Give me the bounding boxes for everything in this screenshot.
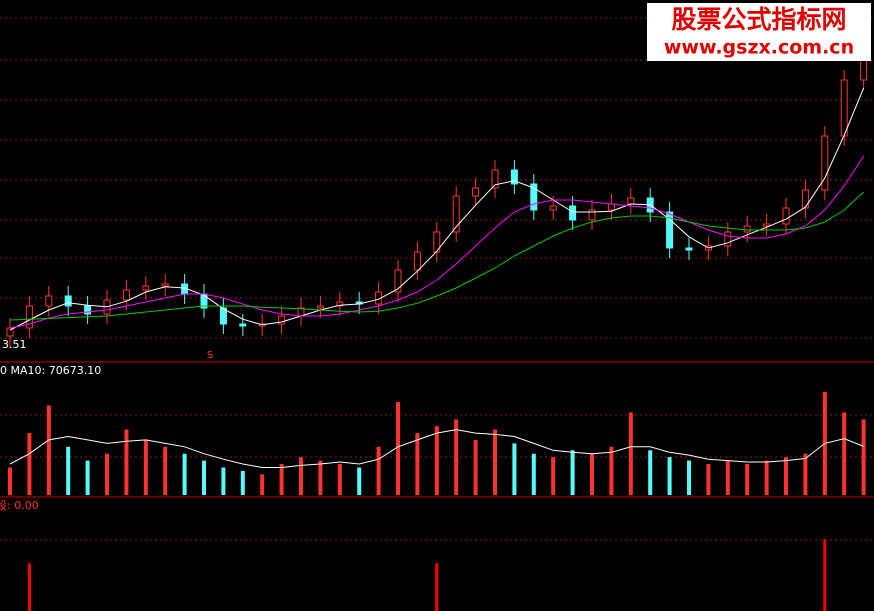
sell-marker: S	[207, 350, 213, 361]
volume-bar	[434, 426, 439, 495]
candle-body	[782, 207, 790, 225]
volume-bar	[725, 460, 730, 495]
candle-body	[840, 79, 848, 137]
volume-bar	[105, 453, 109, 495]
candle-body	[685, 247, 693, 251]
candle-body	[549, 205, 557, 211]
volume-bar	[745, 464, 750, 495]
candle-body	[588, 209, 596, 221]
candle-body	[278, 315, 286, 325]
volume-bar	[803, 453, 808, 495]
volume-bar	[570, 450, 575, 495]
volume-bar	[124, 429, 129, 495]
ma-line	[9, 429, 864, 468]
volume-bar	[415, 433, 420, 495]
candle-body	[569, 205, 577, 221]
volume-bar	[609, 446, 614, 495]
volume-bar	[687, 460, 691, 495]
candle-body	[607, 203, 615, 211]
volume-bar	[8, 467, 12, 495]
volume-bar	[279, 464, 284, 495]
candle-body	[64, 295, 72, 307]
volume-bar	[337, 464, 342, 495]
ma-line	[9, 87, 865, 331]
volume-bar	[706, 464, 711, 495]
volume-bar	[531, 453, 536, 495]
watermark-box	[647, 3, 871, 61]
volume-ma-label: 0 MA10: 70673.10	[0, 364, 101, 377]
candle-body	[530, 183, 538, 211]
volume-bar	[221, 467, 226, 495]
candle-body	[433, 231, 441, 253]
volume-bar	[318, 460, 323, 495]
volume-bar	[764, 460, 769, 495]
candle-body	[724, 231, 732, 247]
volume-bar	[667, 457, 672, 495]
candle-body	[801, 189, 809, 209]
candle-body	[472, 187, 480, 197]
signal-label: 股: 0.00	[0, 499, 39, 512]
signal-bar	[435, 563, 439, 611]
volume-bar	[240, 470, 245, 495]
watermark: 股票公式指标网 www.gszx.com.cn	[647, 3, 871, 61]
signal-bar	[27, 563, 31, 611]
volume-bar	[163, 446, 168, 495]
candle-body	[510, 169, 518, 185]
candle-body	[219, 307, 227, 325]
candle-body	[413, 251, 421, 271]
volume-bar	[454, 419, 459, 495]
candle-body	[452, 195, 460, 233]
watermark-url: www.gszx.com.cn	[664, 37, 854, 59]
candle-body	[142, 285, 150, 291]
volume-bar	[628, 412, 633, 495]
candle-body	[239, 323, 247, 327]
candle-body	[45, 295, 53, 307]
volume-bar	[299, 457, 303, 495]
volume-bar	[784, 457, 788, 495]
signal-bar	[823, 539, 827, 611]
volume-bar	[260, 474, 265, 495]
plot-area	[6, 38, 868, 611]
candle-body	[763, 223, 771, 227]
volume-bar	[376, 446, 381, 495]
volume-bar	[842, 412, 847, 495]
volume-bar	[66, 446, 71, 495]
candle-body	[821, 135, 829, 191]
candle-body	[161, 283, 169, 287]
volume-bar	[590, 453, 594, 495]
volume-bar	[551, 457, 556, 495]
candle-body	[666, 211, 674, 249]
low-price-label: 3.51	[2, 338, 27, 351]
candle-body	[491, 169, 499, 189]
volume-bar	[493, 429, 497, 495]
candle-body	[122, 289, 130, 301]
candle-body	[316, 305, 324, 309]
volume-bar	[357, 467, 362, 495]
volume-bar	[473, 439, 478, 495]
volume-bar	[202, 460, 206, 495]
ma-line	[9, 155, 865, 329]
candle-body	[336, 301, 344, 307]
candle-body	[84, 305, 92, 315]
volume-bar	[396, 402, 400, 495]
volume-bar	[143, 439, 148, 495]
ma-line	[9, 191, 864, 321]
volume-bar	[861, 419, 866, 495]
volume-bar	[85, 460, 90, 495]
volume-bar	[512, 443, 517, 495]
volume-bar	[46, 405, 51, 495]
candle-body	[627, 197, 635, 205]
candle-body	[394, 269, 402, 293]
watermark-title: 股票公式指标网	[671, 5, 846, 34]
candle-body	[743, 225, 751, 233]
volume-bar	[648, 450, 653, 495]
volume-bar	[27, 433, 32, 495]
volume-bar	[182, 453, 187, 495]
candle-body	[25, 305, 33, 329]
